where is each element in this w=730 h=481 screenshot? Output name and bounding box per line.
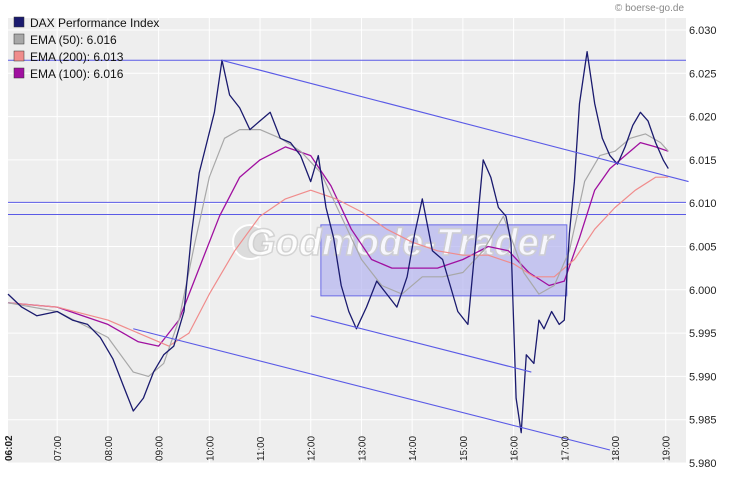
series-layer	[7, 51, 669, 434]
trendlines	[133, 59, 689, 451]
legend-label-2: EMA (200): 6.013	[30, 50, 124, 64]
trendline-1	[133, 328, 611, 451]
x-tick-label-2: 08:00	[104, 436, 115, 461]
y-tick-label-0: 6.030	[689, 25, 717, 37]
x-tick-label-1: 07:00	[53, 436, 64, 461]
y-tick-label-9: 5.985	[689, 415, 717, 427]
y-tick-label-5: 6.005	[689, 242, 717, 254]
legend-label-3: EMA (100): 6.016	[30, 67, 124, 81]
trendline-0	[221, 59, 689, 183]
x-tick-label-13: 19:00	[662, 436, 673, 461]
legend: DAX Performance Index EMA (50): 6.016 EMA …	[13, 16, 159, 81]
x-tick-label-4: 10:00	[205, 436, 216, 461]
series-line-0	[7, 51, 669, 434]
x-tick-label-10: 16:00	[510, 436, 521, 461]
series-line-1	[7, 129, 669, 377]
x-tick-label-5: 11:00	[256, 436, 267, 461]
x-tick-label-11: 17:00	[560, 436, 571, 461]
watermark: Godmode-Trader	[232, 221, 557, 265]
y-tick-label-3: 6.015	[689, 155, 717, 167]
y-tick-label-10: 5.980	[689, 458, 717, 470]
x-tick-label-9: 15:00	[459, 436, 470, 461]
source-label: © boerse-go.de	[615, 3, 685, 14]
x-tick-label-12: 18:00	[611, 436, 622, 461]
legend-label-0: DAX Performance Index	[30, 16, 159, 30]
y-tick-label-2: 6.020	[689, 112, 717, 124]
legend-swatch-2	[13, 50, 25, 62]
trendline-2	[310, 315, 532, 373]
y-tick-label-7: 5.995	[689, 328, 717, 340]
x-axis: 06:02 07:00 08:00 09:00 10:00 11:00 12:00 13:00…	[4, 435, 673, 461]
watermark-logo-icon	[232, 224, 268, 260]
y-tick-label-8: 5.990	[689, 371, 717, 383]
y-tick-label-4: 6.010	[689, 198, 717, 210]
x-tick-label-7: 13:00	[357, 436, 368, 461]
legend-label-1: EMA (50): 6.016	[30, 33, 117, 47]
legend-swatch-1	[13, 33, 25, 45]
x-tick-label-3: 09:00	[155, 436, 166, 461]
y-axis: 6.030 6.025 6.020 6.015 6.010 6.005 6.000 5.995…	[689, 25, 717, 470]
legend-swatch-0	[13, 16, 25, 28]
x-tick-label-8: 14:00	[408, 436, 419, 461]
legend-swatch-3	[13, 67, 25, 79]
y-tick-label-1: 6.025	[689, 68, 717, 80]
watermark-text: Godmode-Trader	[246, 222, 556, 264]
x-tick-label-0: 06:02	[4, 435, 15, 461]
x-tick-label-6: 12:00	[307, 436, 318, 461]
y-tick-label-6: 6.000	[689, 285, 717, 297]
